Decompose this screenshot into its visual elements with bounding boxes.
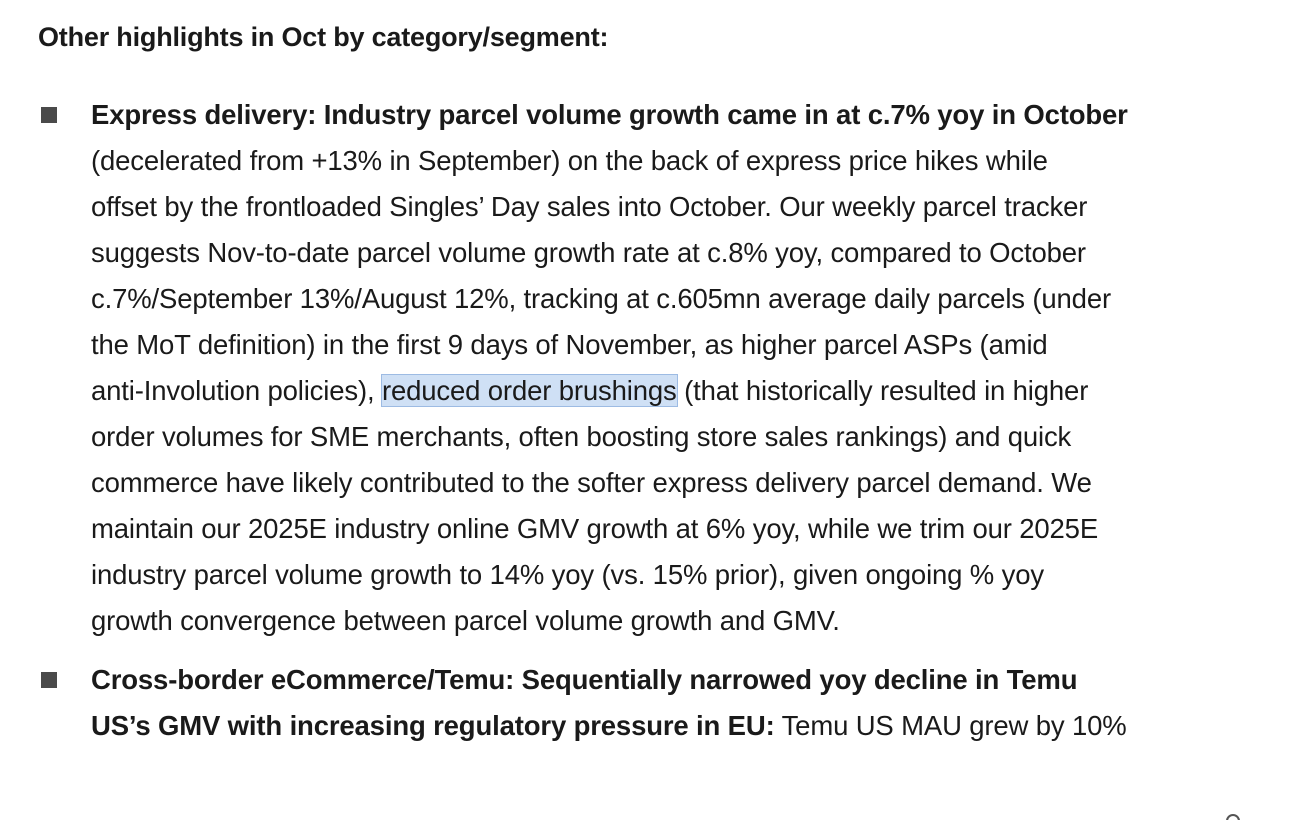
bullet-lead-bold: US’s GMV with increasing regulatory pres… [91, 710, 775, 741]
bullet-lead-bold: Express delivery: Industry parcel volume… [91, 99, 1128, 130]
paragraph-line: suggests Nov-to-date parcel volume growt… [91, 237, 1086, 268]
bullet-paragraph[interactable]: Cross-border eCommerce/Temu: Sequentiall… [91, 657, 1281, 749]
paragraph-line: c.7%/September 13%/August 12%, tracking … [91, 283, 1111, 314]
paragraph-text: Temu US MAU grew by 10% [774, 710, 1127, 741]
page-number-mark-icon [1226, 814, 1240, 820]
square-bullet-icon [41, 672, 57, 688]
paragraph-line: US’s GMV with increasing regulatory pres… [91, 703, 1281, 749]
paragraph-line: growth convergence between parcel volume… [91, 605, 840, 636]
paragraph-line: the MoT definition) in the first 9 days … [91, 329, 1048, 360]
paragraph-line: order volumes for SME merchants, often b… [91, 421, 1072, 452]
paragraph-line-with-selection: anti-Involution policies), reduced order… [91, 368, 1281, 414]
paragraph-line: maintain our 2025E industry online GMV g… [91, 513, 1099, 544]
section-heading: Other highlights in Oct by category/segm… [38, 22, 609, 52]
paragraph-line: industry parcel volume growth to 14% yoy… [91, 559, 1044, 590]
paragraph-line: (decelerated from +13% in September) on … [91, 145, 1048, 176]
paragraph-line: offset by the frontloaded Singles’ Day s… [91, 191, 1088, 222]
bullet-lead-bold: Cross-border eCommerce/Temu: Sequentiall… [91, 664, 1078, 695]
square-bullet-icon [41, 107, 57, 123]
paragraph-line: commerce have likely contributed to the … [91, 467, 1092, 498]
paragraph-line: Express delivery: Industry parcel volume… [91, 92, 1281, 138]
line-text-before-selection: anti-Involution policies), [91, 375, 382, 406]
line-text-after-selection: (that historically resulted in higher [676, 375, 1089, 406]
bullet-paragraph[interactable]: Express delivery: Industry parcel volume… [91, 92, 1281, 644]
selected-text-highlight[interactable]: reduced order brushings [380, 374, 678, 407]
paragraph-line: Cross-border eCommerce/Temu: Sequentiall… [91, 657, 1281, 703]
